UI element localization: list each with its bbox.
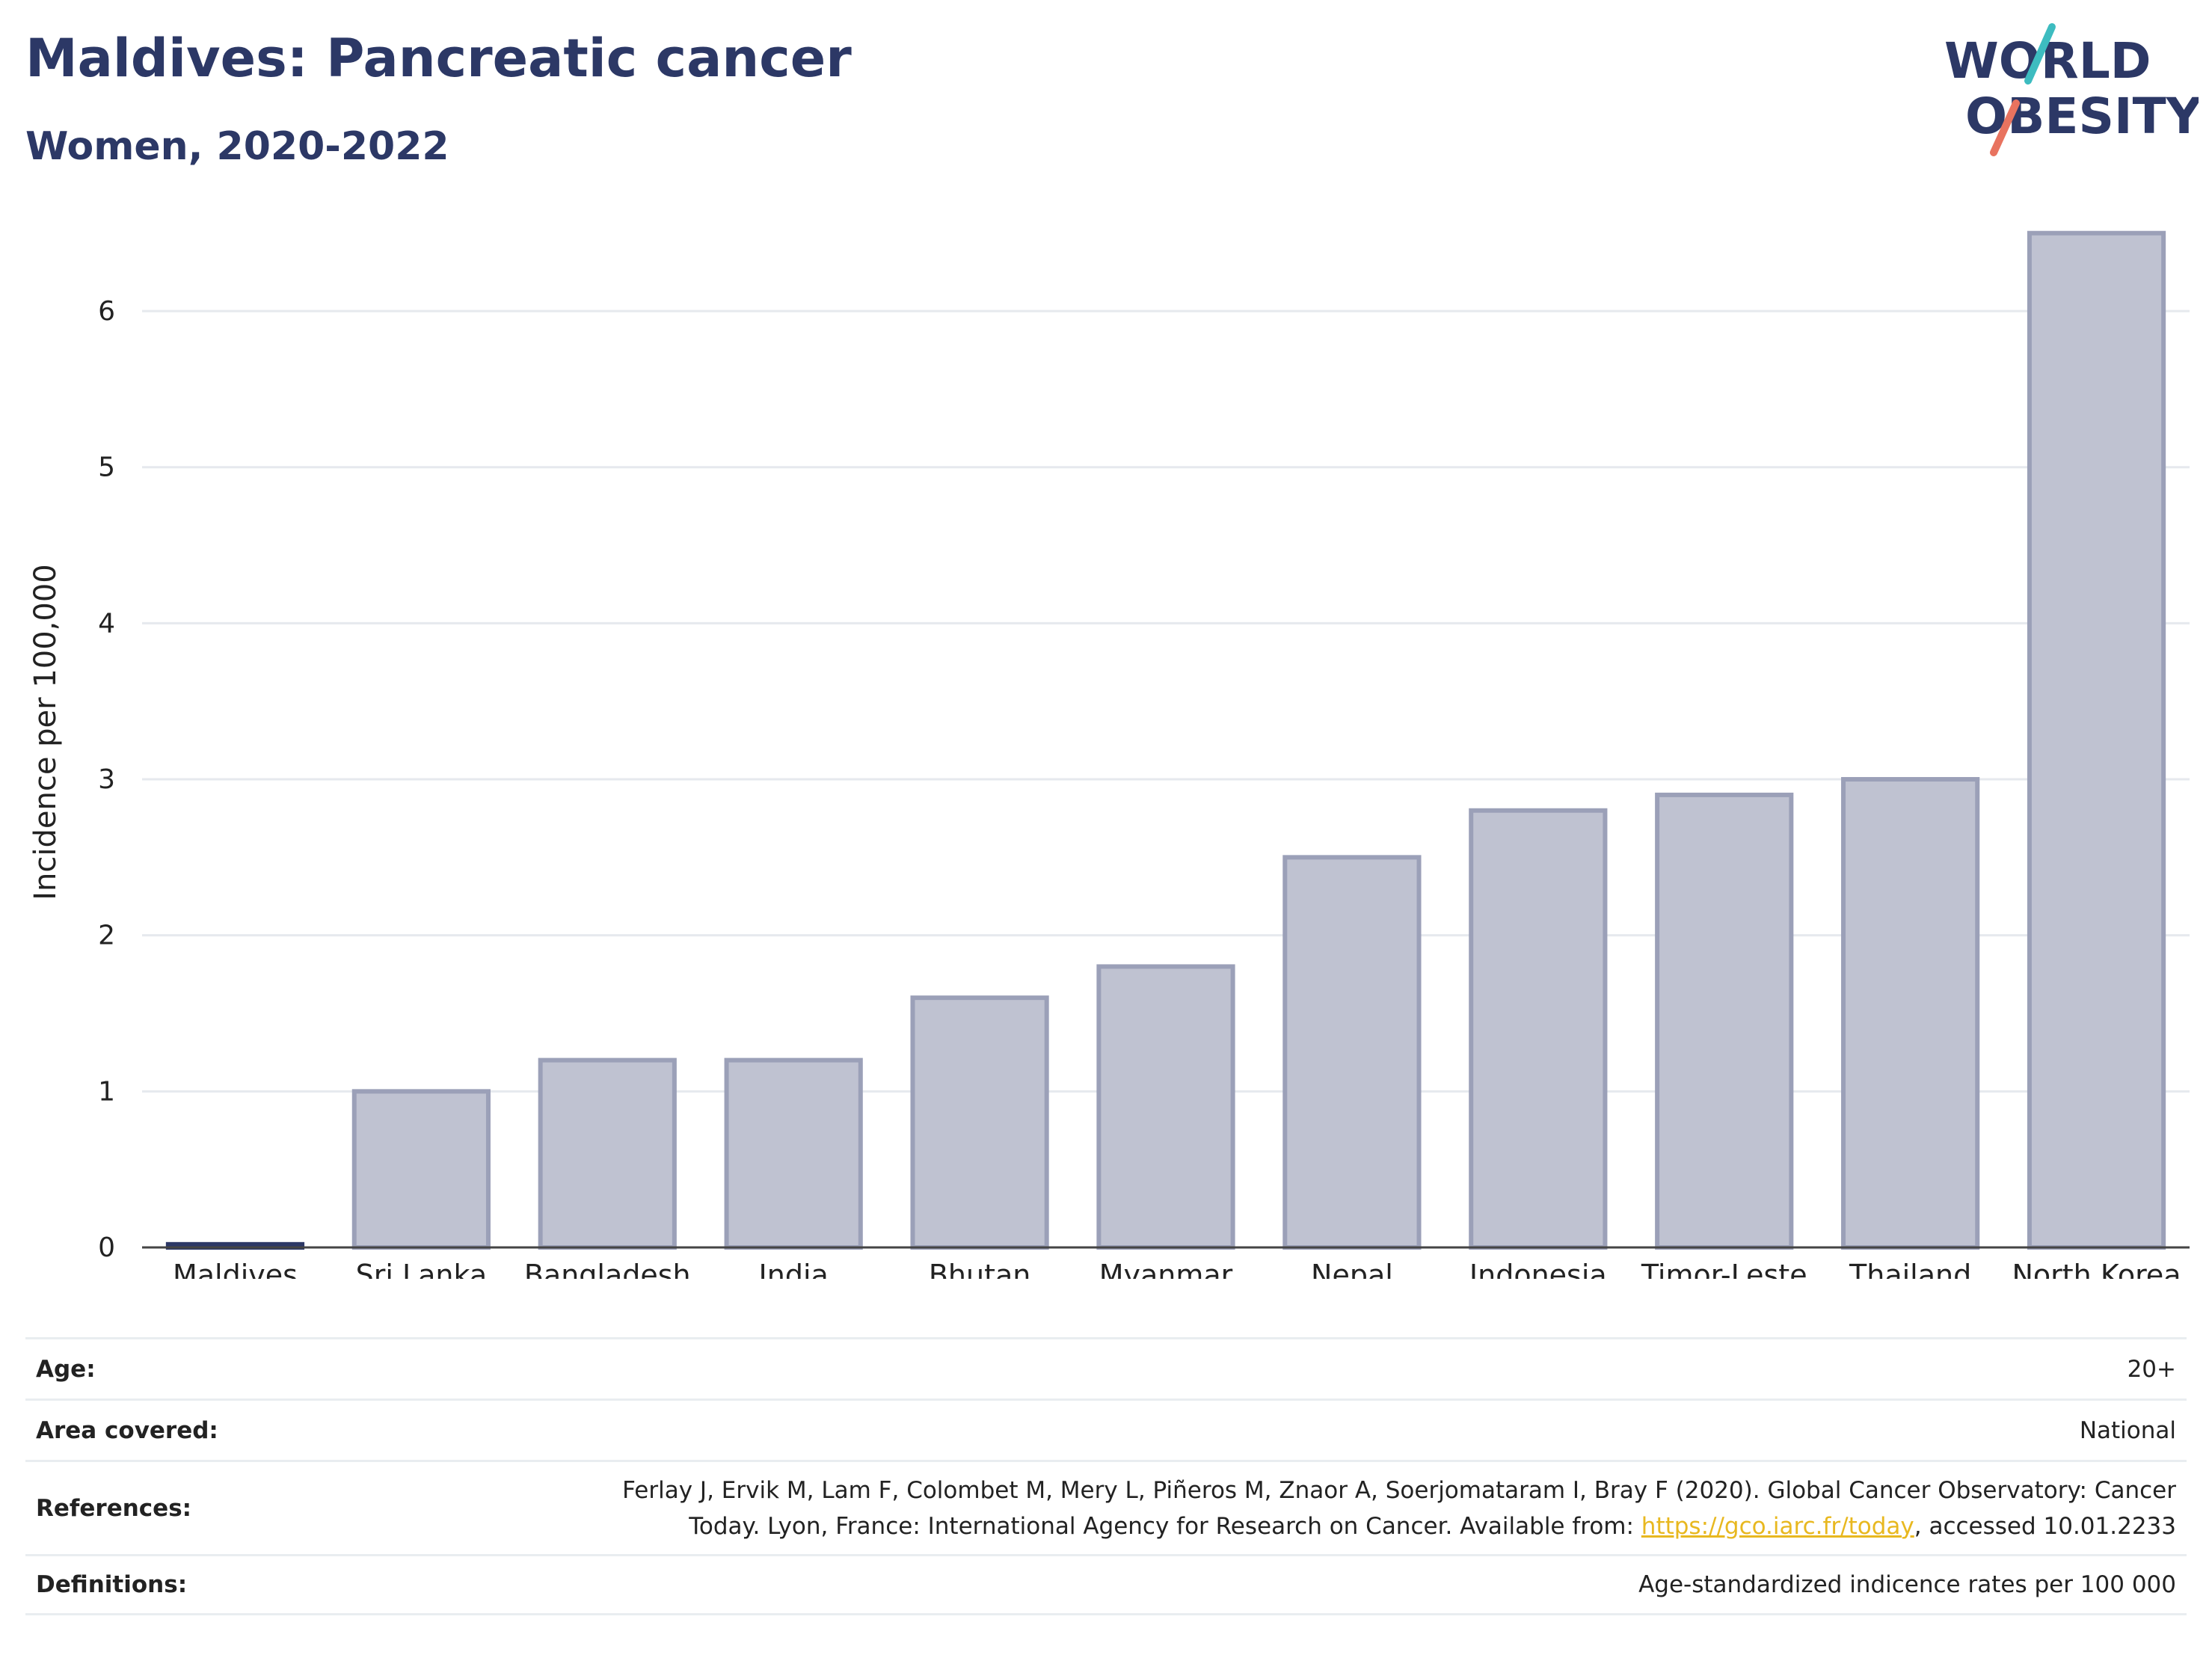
page-title: Maldives: Pancreatic cancer: [25, 28, 852, 89]
info-row-references: References: Ferlay J, Ervik M, Lam F, Co…: [25, 1460, 2187, 1554]
info-value-definitions: Age-standardized indicence rates per 100…: [1638, 1571, 2176, 1598]
x-tick-label: Bhutan: [929, 1259, 1031, 1279]
x-tick-label: Myanmar: [1099, 1259, 1233, 1279]
info-value-references: Ferlay J, Ervik M, Lam F, Colombet M, Me…: [622, 1473, 2176, 1544]
x-tick-label: Timor-Leste: [1641, 1259, 1807, 1279]
bar: [724, 1057, 863, 1250]
references-line2-suffix: , accessed 10.01.2233: [1914, 1512, 2176, 1540]
info-value-age: 20+: [2127, 1355, 2176, 1383]
info-label-references: References:: [36, 1494, 192, 1522]
info-value-area: National: [2079, 1416, 2176, 1444]
info-row-age: Age: 20+: [25, 1337, 2187, 1398]
y-tick-label: 6: [98, 296, 115, 327]
y-tick-label: 3: [98, 764, 115, 795]
bar: [910, 995, 1049, 1250]
x-tick-label: India: [759, 1259, 829, 1279]
references-line1: Ferlay J, Ervik M, Lam F, Colombet M, Me…: [622, 1476, 2176, 1504]
x-tick-label: Maldives: [173, 1259, 298, 1279]
x-tick-label: Nepal: [1311, 1259, 1393, 1279]
info-label-area: Area covered:: [36, 1416, 218, 1444]
x-tick-label: Thailand: [1849, 1259, 1971, 1279]
references-line2-prefix: Today. Lyon, France: International Agenc…: [689, 1512, 1641, 1540]
bar: [2027, 230, 2166, 1250]
bar: [1096, 964, 1235, 1250]
y-tick-label: 1: [98, 1076, 115, 1107]
bar: [1841, 777, 1980, 1250]
y-tick-label: 5: [98, 452, 115, 483]
references-link[interactable]: https://gco.iarc.fr/today: [1641, 1512, 1914, 1540]
y-axis-label: Incidence per 100,000: [28, 564, 63, 900]
logo-slash-teal: [2024, 23, 2056, 85]
world-obesity-logo: WORLD OBESITY: [1944, 23, 2199, 156]
info-label-definitions: Definitions:: [36, 1571, 188, 1598]
bar: [1469, 808, 1608, 1250]
bar-chart: 0 1 2 3 4 5 6 Maldives Sri Lanka Bangladesh India B…: [28, 230, 2190, 1279]
x-tick-label: Indonesia: [1469, 1259, 1607, 1279]
bar: [351, 1089, 491, 1250]
page-subtitle: Women, 2020-2022: [25, 124, 449, 169]
info-row-definitions: Definitions: Age-standardized indicence …: [25, 1554, 2187, 1615]
y-tick-label: 2: [98, 921, 115, 951]
bar: [538, 1057, 677, 1250]
logo-slash-coral: [1990, 99, 2020, 156]
x-tick-label: Bangladesh: [524, 1259, 691, 1279]
y-tick-label: 0: [98, 1232, 115, 1263]
info-table: Age: 20+ Area covered: National Referenc…: [25, 1337, 2187, 1615]
x-tick-label: North Korea: [2012, 1259, 2181, 1279]
y-tick-label: 4: [98, 608, 115, 639]
bar: [1282, 855, 1422, 1250]
bar: [1655, 792, 1794, 1250]
info-row-area: Area covered: National: [25, 1398, 2187, 1460]
x-tick-label: Sri Lanka: [356, 1259, 488, 1279]
info-label-age: Age:: [36, 1355, 96, 1383]
